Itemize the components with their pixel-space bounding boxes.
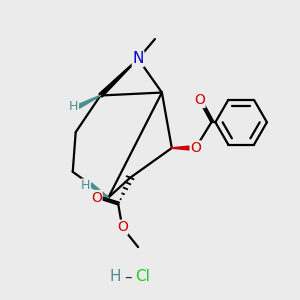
Text: H: H — [69, 100, 78, 113]
Text: H: H — [81, 179, 90, 192]
Text: O: O — [194, 94, 205, 107]
Polygon shape — [89, 183, 109, 198]
Text: H: H — [110, 269, 121, 284]
Text: O: O — [91, 190, 102, 205]
Text: Cl: Cl — [135, 269, 149, 284]
Polygon shape — [78, 95, 100, 108]
Polygon shape — [99, 59, 138, 97]
Text: O: O — [117, 220, 128, 234]
Text: N: N — [132, 51, 144, 66]
Text: O: O — [190, 141, 201, 155]
Text: –: – — [124, 269, 132, 284]
Polygon shape — [172, 146, 196, 151]
